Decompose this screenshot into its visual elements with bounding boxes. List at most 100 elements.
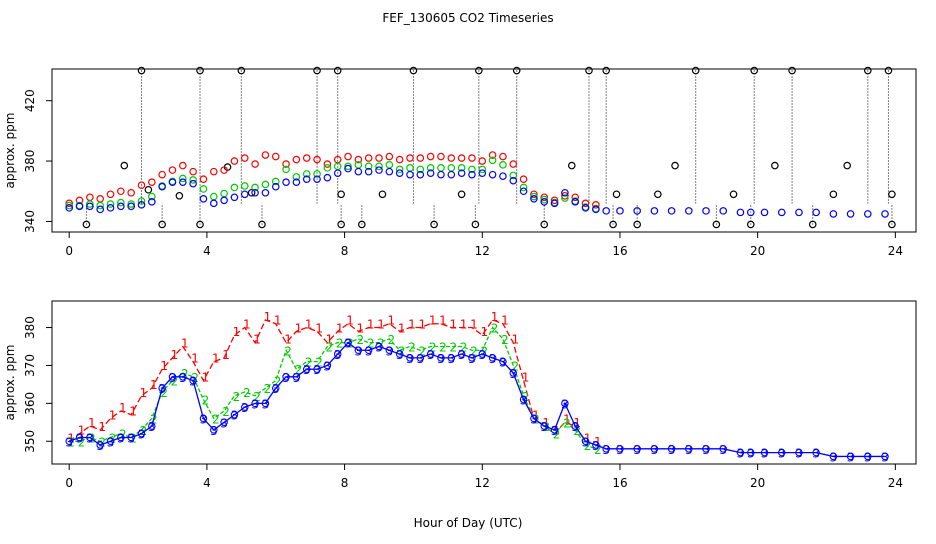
outlier-point xyxy=(788,66,796,75)
outlier-point xyxy=(409,66,418,75)
data-point-series-3 xyxy=(829,210,838,218)
data-point-series-3 xyxy=(189,179,197,188)
data-point-series-2 xyxy=(106,200,115,208)
data-label-series-3: 3 xyxy=(795,447,803,461)
data-label-series-1: 1 xyxy=(480,325,488,339)
data-point-series-1 xyxy=(333,155,342,164)
data-point-series-2 xyxy=(406,164,414,172)
data-point-series-1 xyxy=(457,154,466,162)
outlier-point xyxy=(120,161,129,170)
data-label-series-3: 3 xyxy=(179,371,187,385)
data-point-series-3 xyxy=(106,437,115,446)
y-tick-label: 350 xyxy=(23,430,37,453)
data-label-series-2: 2 xyxy=(336,337,344,351)
data-point-series-2 xyxy=(519,183,528,192)
data-point-series-1 xyxy=(220,166,228,174)
outlier-point xyxy=(888,190,896,199)
data-point-series-3 xyxy=(261,188,270,197)
outlier-point xyxy=(258,220,266,229)
data-point-series-3 xyxy=(354,167,363,176)
x-tick-label: 20 xyxy=(750,244,765,258)
data-point-series-3 xyxy=(602,445,610,453)
data-point-series-3 xyxy=(778,448,786,457)
x-tick-label: 0 xyxy=(65,244,73,258)
data-label-series-3: 3 xyxy=(220,416,228,430)
data-point-series-1 xyxy=(313,155,321,164)
data-point-series-3 xyxy=(468,170,476,179)
data-label-series-1: 1 xyxy=(346,314,354,328)
data-point-series-3 xyxy=(271,182,280,191)
data-point-series-3 xyxy=(406,170,414,179)
data-label-series-2: 2 xyxy=(388,333,396,347)
plot-frame xyxy=(51,300,917,465)
outlier-point xyxy=(884,66,893,75)
data-point-series-1 xyxy=(189,167,197,176)
data-label-series-3: 3 xyxy=(520,394,528,408)
data-label-series-3: 3 xyxy=(324,359,332,373)
data-label-series-3: 3 xyxy=(396,348,404,362)
data-point-series-3 xyxy=(75,433,84,442)
data-label-series-3: 3 xyxy=(416,352,424,366)
data-label-series-1: 1 xyxy=(305,318,313,332)
data-point-series-3 xyxy=(561,399,569,408)
data-point-series-3 xyxy=(230,193,239,202)
data-point-series-3 xyxy=(616,207,624,215)
data-label-series-2: 2 xyxy=(243,386,251,400)
data-label-series-2: 2 xyxy=(429,340,437,354)
data-label-series-3: 3 xyxy=(210,424,218,438)
data-point-series-2 xyxy=(437,164,445,172)
data-point-series-3 xyxy=(447,170,456,179)
data-point-series-1 xyxy=(302,154,311,162)
data-point-series-3 xyxy=(96,205,104,214)
data-point-series-1 xyxy=(364,154,373,162)
data-label-series-3: 3 xyxy=(334,348,342,362)
data-label-series-3: 3 xyxy=(303,363,311,377)
outlier-point xyxy=(691,66,700,75)
data-label-series-2: 2 xyxy=(315,356,323,370)
data-point-series-3 xyxy=(457,350,466,358)
data-point-series-1 xyxy=(240,154,249,162)
data-point-series-2 xyxy=(230,183,239,192)
data-label-series-2: 2 xyxy=(470,344,478,358)
data-label-series-1: 1 xyxy=(295,321,303,335)
outlier-point xyxy=(829,190,838,199)
data-label-series-1: 1 xyxy=(367,318,375,332)
data-point-series-2 xyxy=(86,200,94,208)
outlier-point xyxy=(750,66,759,75)
data-label-series-2: 2 xyxy=(418,344,426,358)
data-label-series-2: 2 xyxy=(584,439,592,453)
x-tick-label: 12 xyxy=(475,244,490,258)
data-point-series-3 xyxy=(158,384,166,392)
x-tick-label: 0 xyxy=(65,476,73,490)
y-tick-label: 340 xyxy=(23,210,37,233)
data-point-series-2 xyxy=(313,170,321,178)
data-point-series-3 xyxy=(148,422,156,430)
data-label-series-3: 3 xyxy=(478,348,486,362)
data-point-series-3 xyxy=(426,350,435,358)
data-label-series-1: 1 xyxy=(408,318,416,332)
data-label-series-1: 1 xyxy=(563,412,571,426)
data-label-series-1: 1 xyxy=(284,333,292,347)
data-point-series-3 xyxy=(795,448,803,457)
data-point-series-3 xyxy=(736,448,745,457)
data-point-series-3 xyxy=(271,384,280,392)
data-point-series-3 xyxy=(137,429,146,438)
data-point-series-1 xyxy=(230,157,239,165)
data-point-series-3 xyxy=(148,198,156,206)
data-label-series-3: 3 xyxy=(458,348,466,362)
data-label-series-3: 3 xyxy=(651,443,659,457)
data-point-series-3 xyxy=(530,414,538,423)
data-label-series-2: 2 xyxy=(594,443,602,457)
data-point-series-3 xyxy=(616,445,624,453)
data-label-series-3: 3 xyxy=(489,352,497,366)
data-point-series-3 xyxy=(168,373,177,381)
y-tick-label: 360 xyxy=(23,392,37,415)
outlier-point xyxy=(585,66,593,75)
main-title: FEF_130605 CO2 Timeseries xyxy=(382,11,553,25)
data-point-series-3 xyxy=(416,170,425,179)
data-point-series-1 xyxy=(199,175,208,183)
data-point-series-3 xyxy=(719,445,727,453)
data-point-series-2 xyxy=(416,165,425,174)
data-label-series-3: 3 xyxy=(830,450,838,464)
